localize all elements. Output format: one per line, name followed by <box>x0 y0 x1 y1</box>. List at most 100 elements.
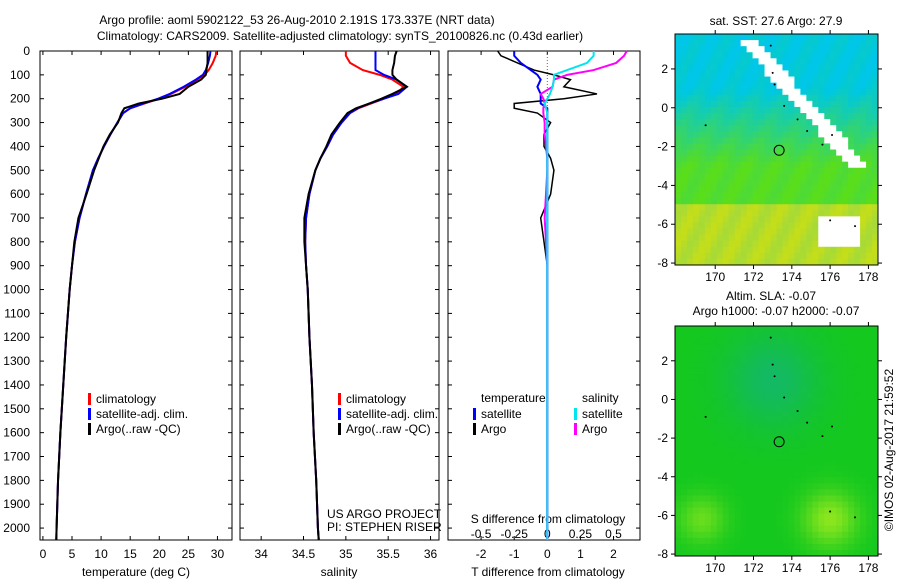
sla-map-cell <box>692 344 700 351</box>
sst-map-cell <box>872 161 879 169</box>
sst-map-cell <box>842 198 849 205</box>
sla-map-cell <box>806 338 813 345</box>
sla-map-cell <box>836 374 843 381</box>
sla-map-cell <box>848 507 855 515</box>
sla-map-cell <box>854 543 861 551</box>
sla-map-cell <box>752 338 760 345</box>
sst-map-cell <box>728 143 736 150</box>
sla-map-cell <box>794 447 801 454</box>
sst-map-cell <box>686 167 694 175</box>
sla-map-cell <box>686 447 694 454</box>
sst-map-cell <box>806 204 813 211</box>
sst-map-cell <box>806 131 813 138</box>
sla-map-cell <box>788 326 795 333</box>
sla-map-cell <box>758 434 766 442</box>
sst-map-cell <box>800 192 807 199</box>
sla-map-cell <box>764 495 772 503</box>
sst-map-cell <box>872 173 879 181</box>
sst-map-cell <box>716 198 724 205</box>
sla-map-cell <box>800 326 807 333</box>
sla-map-cell <box>758 374 766 381</box>
sst-map-cell <box>734 240 742 248</box>
sla-map-cell <box>698 513 706 521</box>
sla-map-cell <box>854 344 861 351</box>
sla-map-cell <box>866 350 873 357</box>
sst-map-cell <box>824 234 831 242</box>
sst-map-cell <box>758 106 766 114</box>
sla-map-cell <box>704 350 712 357</box>
sst-map-cell <box>728 76 736 84</box>
sla-map-cell <box>758 441 766 448</box>
sla-map-cell <box>686 422 694 430</box>
sst-map-cell <box>716 179 724 187</box>
sla-map-cell <box>758 344 766 351</box>
sst-map-cell <box>686 252 694 260</box>
sst-map-ytick-label: 2 <box>661 62 668 76</box>
sla-map-cell <box>782 519 789 527</box>
sla-map-cell <box>734 471 742 478</box>
sst-map-cell <box>770 252 777 260</box>
sla-map-cell <box>854 519 861 527</box>
sst-map-cell <box>824 161 831 169</box>
sla-map-cell <box>842 513 849 521</box>
sla-map-cell <box>734 428 742 436</box>
sst-map-cell <box>698 173 706 181</box>
sst-map-cell <box>675 131 682 138</box>
sst-map-cell <box>728 82 736 90</box>
sla-map-cell <box>806 386 813 394</box>
sst-map-cell <box>824 131 831 138</box>
sst-map-cell <box>704 210 712 217</box>
sla-map-cell <box>872 459 879 466</box>
sla-map-cell <box>740 404 748 412</box>
sla-map-cell <box>740 525 748 533</box>
sla-map-cell <box>854 489 861 496</box>
sst-map-cell <box>854 70 861 78</box>
sst-map-cell <box>770 64 777 71</box>
diff-legend-temperature-label: satellite <box>481 407 522 421</box>
sst-map-cell <box>722 240 730 248</box>
sst-map-cell <box>794 216 801 223</box>
sst-map-cell <box>788 161 795 169</box>
sst-map-cell <box>842 76 849 84</box>
sla-map-cell <box>782 386 789 394</box>
sla-map-cell <box>692 338 700 345</box>
sla-map-cell <box>836 501 843 509</box>
sla-map-cell <box>794 428 801 436</box>
sla-map-cell <box>728 447 736 454</box>
sla-map-cell <box>770 477 777 484</box>
sst-map-cell <box>764 113 772 120</box>
sst-map-cell <box>818 125 825 132</box>
sst-map-cell <box>782 192 789 199</box>
sla-map-cell <box>752 501 760 509</box>
sla-map-cell <box>680 380 688 388</box>
sla-map-cell <box>794 489 801 496</box>
sst-map-cell <box>728 94 736 102</box>
sla-map-cell <box>794 525 801 533</box>
s-difference-tick-label: 0.25 <box>569 527 593 541</box>
sla-map-cell <box>740 392 748 400</box>
sst-map-cell <box>824 100 831 108</box>
sla-map-cell <box>806 380 813 388</box>
sst-map-cell <box>812 137 819 144</box>
sst-map-cell <box>776 70 783 78</box>
sla-map-cell <box>830 368 837 375</box>
sla-map-cell <box>758 531 766 539</box>
sst-map-cell <box>848 100 855 108</box>
sst-map-cell <box>776 167 783 175</box>
sla-map-cell <box>770 410 777 418</box>
sla-map-cell <box>860 344 867 351</box>
sst-map-cell <box>860 64 867 71</box>
sla-map-cell <box>740 459 748 466</box>
sla-map-cell <box>752 507 760 515</box>
sla-map-cell <box>686 392 694 400</box>
sst-map-cell <box>716 149 724 157</box>
sla-map-cell <box>788 543 795 551</box>
sla-map-cell <box>710 531 718 539</box>
sla-map-cell <box>710 519 718 527</box>
sla-map-cell <box>680 471 688 478</box>
sla-map-cell <box>716 428 724 436</box>
sla-map-cell <box>740 453 748 460</box>
sst-map-cell <box>854 173 861 181</box>
sst-map-cell <box>770 113 777 120</box>
sla-map-cell <box>740 471 748 478</box>
